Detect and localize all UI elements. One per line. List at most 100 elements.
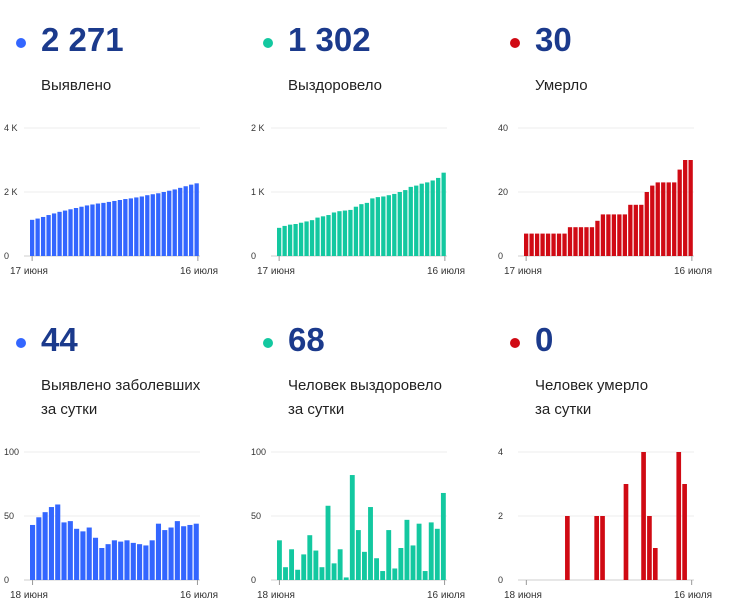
bar[interactable] xyxy=(359,204,364,256)
bar[interactable] xyxy=(101,202,106,256)
bar[interactable] xyxy=(30,524,36,580)
bar[interactable] xyxy=(641,452,646,580)
bar[interactable] xyxy=(155,523,162,580)
bar[interactable] xyxy=(174,521,180,580)
bar[interactable] xyxy=(74,528,80,580)
bar[interactable] xyxy=(428,522,434,580)
bar[interactable] xyxy=(282,225,287,256)
bar[interactable] xyxy=(99,548,105,580)
bar[interactable] xyxy=(392,568,398,580)
bar[interactable] xyxy=(112,200,117,256)
bar[interactable] xyxy=(364,202,370,256)
bar[interactable] xyxy=(652,548,658,580)
bar[interactable] xyxy=(315,217,320,256)
bar[interactable] xyxy=(304,221,309,256)
bar[interactable] xyxy=(123,199,128,256)
bar[interactable] xyxy=(130,542,136,580)
bar[interactable] xyxy=(392,193,397,256)
bar[interactable] xyxy=(337,211,342,256)
bar[interactable] xyxy=(683,160,688,256)
bar[interactable] xyxy=(644,192,649,256)
bar[interactable] xyxy=(368,507,373,580)
bar[interactable] xyxy=(416,523,422,580)
bar[interactable] xyxy=(688,160,693,256)
bar[interactable] xyxy=(584,227,589,256)
bar[interactable] xyxy=(319,567,325,580)
bar[interactable] xyxy=(398,548,404,580)
bar[interactable] xyxy=(374,558,380,580)
bar[interactable] xyxy=(117,200,123,256)
bar[interactable] xyxy=(111,540,117,580)
bar[interactable] xyxy=(68,209,73,256)
bar[interactable] xyxy=(408,186,413,256)
bar[interactable] xyxy=(600,214,606,256)
bar[interactable] xyxy=(287,224,293,256)
bar[interactable] xyxy=(162,530,168,580)
bar[interactable] xyxy=(95,203,101,256)
bar[interactable] xyxy=(55,504,61,580)
bar[interactable] xyxy=(92,537,99,580)
bar[interactable] xyxy=(51,213,57,256)
bar[interactable] xyxy=(565,516,570,580)
bar[interactable] xyxy=(540,233,545,256)
bar[interactable] xyxy=(149,540,155,580)
bar[interactable] xyxy=(655,182,660,256)
bar[interactable] xyxy=(46,215,51,256)
bar[interactable] xyxy=(167,190,172,256)
bar[interactable] xyxy=(79,206,84,256)
bar[interactable] xyxy=(156,193,161,256)
bar[interactable] xyxy=(145,195,150,256)
bar[interactable] xyxy=(677,169,682,256)
bar[interactable] xyxy=(48,507,54,580)
bar[interactable] xyxy=(403,190,408,256)
bar[interactable] xyxy=(293,224,298,256)
bar[interactable] xyxy=(331,563,337,580)
bar[interactable] xyxy=(189,184,194,256)
bar[interactable] xyxy=(595,220,600,256)
bar[interactable] xyxy=(381,196,386,256)
bar[interactable] xyxy=(349,475,355,580)
bar[interactable] xyxy=(57,211,62,256)
bar[interactable] xyxy=(161,192,166,256)
bar[interactable] xyxy=(289,549,295,580)
bar[interactable] xyxy=(611,214,617,256)
bar[interactable] xyxy=(440,492,446,580)
bar[interactable] xyxy=(647,516,652,580)
bar[interactable] xyxy=(682,484,687,580)
bar[interactable] xyxy=(309,220,315,256)
bar[interactable] xyxy=(362,551,367,580)
bar[interactable] xyxy=(573,227,578,256)
bar[interactable] xyxy=(628,204,633,256)
bar[interactable] xyxy=(342,210,348,256)
bar[interactable] xyxy=(42,512,48,580)
bar[interactable] xyxy=(313,550,319,580)
bar[interactable] xyxy=(128,198,133,256)
bar[interactable] xyxy=(193,523,199,580)
bar[interactable] xyxy=(622,214,627,256)
bar[interactable] xyxy=(617,214,622,256)
bar[interactable] xyxy=(183,186,188,256)
bar[interactable] xyxy=(606,214,611,256)
bar[interactable] xyxy=(298,222,304,256)
bar[interactable] xyxy=(106,201,112,256)
bar[interactable] xyxy=(600,516,605,580)
bar[interactable] xyxy=(80,531,86,580)
bar[interactable] xyxy=(422,571,428,580)
bar[interactable] xyxy=(307,535,313,580)
bar[interactable] xyxy=(90,204,95,256)
bar[interactable] xyxy=(436,177,441,256)
bar[interactable] xyxy=(283,567,288,580)
bar[interactable] xyxy=(181,526,187,580)
bar[interactable] xyxy=(331,212,337,256)
bar[interactable] xyxy=(326,215,331,256)
bar[interactable] xyxy=(353,206,359,256)
bar[interactable] xyxy=(650,185,655,256)
bar[interactable] xyxy=(355,530,361,580)
bar[interactable] xyxy=(137,544,143,580)
bar[interactable] xyxy=(301,554,307,580)
bar[interactable] xyxy=(386,530,392,580)
bar[interactable] xyxy=(124,540,130,580)
bar[interactable] xyxy=(375,197,380,256)
bar[interactable] xyxy=(187,524,193,580)
bar[interactable] xyxy=(594,516,600,580)
